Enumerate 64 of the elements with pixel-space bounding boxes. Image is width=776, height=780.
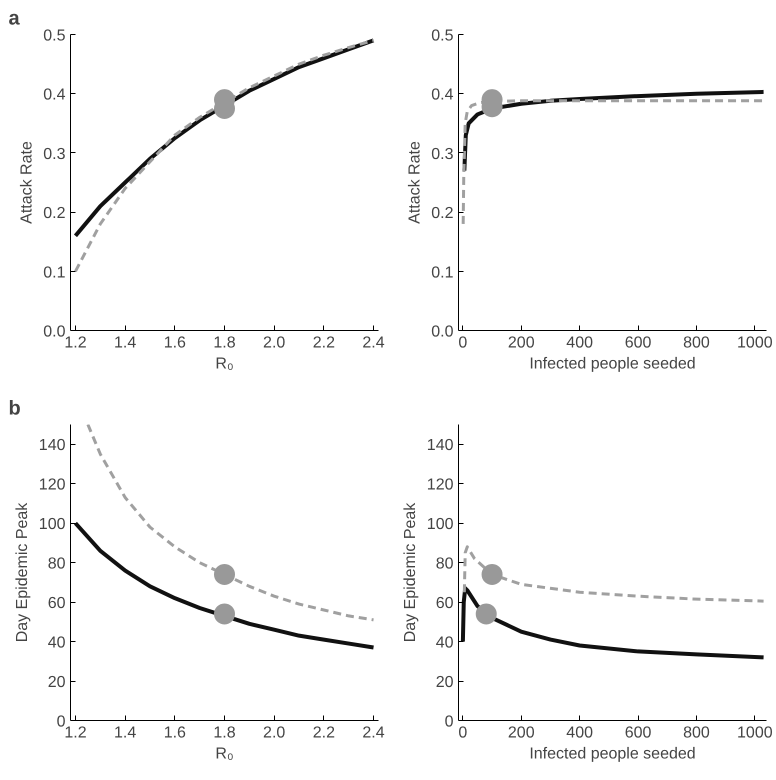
y-tick-label: 0.0 — [431, 324, 454, 340]
x-tick-label: 1.4 — [114, 334, 136, 352]
y-tick-label: 0.3 — [431, 146, 454, 163]
y-tick-label: 0.0 — [43, 324, 66, 340]
x-tick-label: 1000 — [737, 724, 773, 742]
x-tick-label: 800 — [683, 724, 710, 742]
y-tick-label: 60 — [48, 595, 66, 612]
x-tick-label: 2.4 — [362, 724, 385, 742]
x-tick-label: 1.6 — [164, 334, 186, 352]
y-tick-label: 140 — [38, 437, 66, 454]
y-tick-label: 0.3 — [43, 146, 66, 163]
text: b — [8, 398, 21, 420]
x-tick-label: 2.2 — [312, 334, 336, 352]
y-tick-label: 0.5 — [43, 28, 66, 44]
y-tick-label: 40 — [48, 634, 66, 652]
y-tick-label: 80 — [436, 556, 454, 573]
y-tick-label: 120 — [38, 476, 66, 494]
y-axis-title: Attack Rate — [18, 141, 36, 224]
y-tick-label: 20 — [48, 674, 66, 692]
y-tick-label: 120 — [426, 476, 454, 494]
x-axis-title: R₀ — [215, 746, 234, 762]
x-tick-label: 1.2 — [64, 334, 87, 352]
x-axis-title: R₀ — [215, 356, 234, 372]
y-tick-label: 100 — [38, 516, 66, 534]
x-tick-label: 2.2 — [312, 724, 336, 742]
y-tick-label: 140 — [426, 437, 454, 454]
x-tick-label: 1.8 — [213, 334, 236, 352]
x-tick-label: 2.4 — [362, 334, 385, 352]
y-tick-label: 0.5 — [431, 28, 454, 44]
x-tick-label: 800 — [683, 334, 710, 352]
y-axis-title: Attack Rate — [406, 141, 424, 224]
x-tick-label: 200 — [508, 334, 535, 352]
y-tick-label: 0.1 — [43, 264, 66, 282]
x-tick-label: 600 — [624, 334, 652, 352]
x-tick-label: 1.4 — [114, 724, 136, 742]
y-tick-label: 0.4 — [431, 86, 454, 104]
x-tick-label: 1.8 — [213, 724, 236, 742]
y-tick-label: 40 — [436, 634, 454, 652]
y-tick-label: 80 — [48, 556, 66, 573]
y-axis-title: Day Epidemic Peak — [14, 502, 31, 642]
y-tick-label: 100 — [426, 516, 454, 534]
x-tick-label: 1000 — [737, 334, 773, 352]
y-tick-label: 60 — [436, 595, 454, 612]
y-tick-label: 0.2 — [431, 205, 454, 222]
x-tick-label: 1.6 — [164, 724, 186, 742]
x-axis-title: Infected people seeded — [529, 746, 696, 762]
y-tick-label: 20 — [436, 674, 454, 692]
x-tick-label: 400 — [566, 724, 594, 742]
x-tick-label: 600 — [624, 724, 652, 742]
x-tick-label: 0 — [458, 334, 468, 352]
y-axis-title: Day Epidemic Peak — [402, 502, 419, 642]
y-tick-label: 0 — [56, 714, 66, 730]
x-tick-label: 200 — [508, 724, 535, 742]
text: a — [8, 8, 20, 30]
y-tick-label: 0.2 — [43, 205, 66, 222]
x-tick-label: 2.0 — [263, 724, 286, 742]
x-tick-label: 400 — [566, 334, 594, 352]
y-tick-label: 0.4 — [43, 86, 66, 104]
x-tick-label: 1.2 — [64, 724, 87, 742]
x-axis-title: Infected people seeded — [529, 356, 696, 372]
y-tick-label: 0 — [444, 714, 454, 730]
x-tick-label: 2.0 — [263, 334, 286, 352]
y-tick-label: 0.1 — [431, 264, 454, 282]
x-tick-label: 0 — [458, 724, 468, 742]
